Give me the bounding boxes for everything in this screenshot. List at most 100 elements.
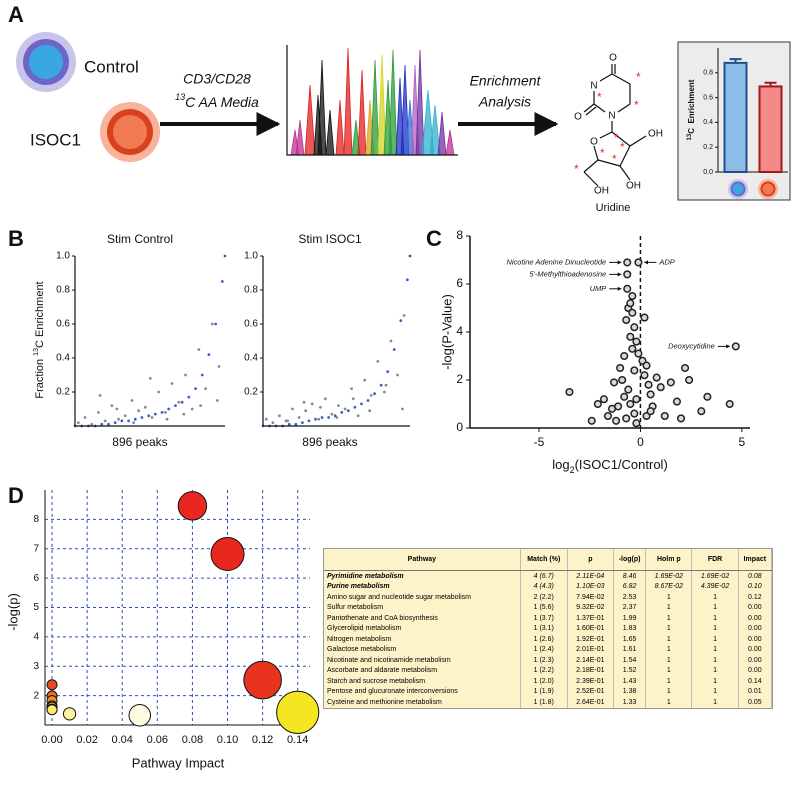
x-tick-label: 0.12 [252,734,273,746]
table-cell: 2.37 [613,602,647,613]
point [672,397,682,406]
point [130,399,134,402]
table-cell: Pantothenate and CoA biosynthesis [324,613,521,624]
table-cell: 1 [691,602,739,613]
point [652,373,661,382]
table-cell: 1 [691,644,739,655]
table-row: Pantothenate and CoA biosynthesis 1 (3.7)… [324,613,773,624]
point [383,390,386,394]
table-cell: 7.94E-02 [567,592,614,603]
table-cell: 1 [645,613,693,624]
table-cell: 1 (1.8) [520,697,568,708]
x-tick-label: -5 [534,435,545,449]
table-cell: 0.00 [738,655,773,666]
star: * [574,162,579,176]
point [278,414,281,418]
table-cell: 0.08 [738,570,773,582]
point [207,353,211,356]
inset-icons [728,179,778,199]
control-label: Control [84,57,139,76]
y-tick-label: 6 [33,573,39,584]
point [368,409,372,413]
table-cell: 2.18E-01 [567,665,614,676]
point [350,387,353,390]
label-markers: * * * * * * * * [574,70,641,176]
atom: O [609,53,617,64]
point [656,383,665,392]
point [660,411,669,421]
point [137,409,141,413]
table-cell: Galactose metabolism [324,644,521,655]
point [333,414,337,418]
x-tick-label: 0.00 [41,734,62,746]
point [100,422,104,426]
table-cell: 1.69E-02 [691,570,739,582]
point [565,387,574,397]
y-tick-label: 0.8 [56,285,70,296]
point [97,411,100,414]
table-cell: 1 [691,634,739,645]
chart-title: Stim ISOC1 [298,232,362,246]
y-tick-label: 1.0 [56,251,70,262]
table-cell: 1.99 [613,613,647,624]
table-cell: 1.54 [613,655,647,666]
point [320,416,324,419]
star: * [620,140,625,154]
isoc1-cell [100,102,160,162]
point [369,394,373,397]
point [620,351,629,361]
point [170,382,174,385]
point [384,383,388,387]
x-axis-label: Pathway Impact [132,755,225,770]
table-cell: 0.00 [738,613,773,624]
point [287,422,291,426]
bubble [46,679,58,691]
point [271,421,275,424]
point [103,419,107,423]
table-cell: 6.82 [613,581,647,592]
annotation: ADP [658,257,674,266]
point [319,405,322,409]
table-cell: 1 [645,665,693,676]
table-cell: 1.38 [613,686,647,697]
annotation: Nicotine Adenine Dinucleotide [506,257,606,266]
point [180,400,184,404]
table-cell: 0.00 [738,602,773,613]
error-bar [729,58,742,63]
point [640,313,649,322]
star: * [600,146,605,160]
table-cell: 1 (3.1) [520,623,568,634]
x-axis-label: 896 peaks [302,435,357,449]
point [351,397,355,401]
point [379,383,383,387]
table-cell: Starch and sucrose metabolism [324,676,521,687]
point [612,416,621,425]
table-cell: 1 [691,697,739,708]
point [120,419,124,423]
table-cell: 1 (2.6) [520,634,568,645]
table-row: Nicotinate and nicotinamide metabolism 1 … [324,655,773,666]
atom: O [590,137,598,148]
point [610,378,619,387]
point [628,291,637,301]
y-tick-label: 1.0 [244,251,258,262]
table-cell: Nicotinate and nicotinamide metabolism [324,655,521,666]
table-cell: 1 [691,613,739,624]
table-cell: 1 [645,602,693,613]
x-tick-label: 0 [637,435,644,449]
point [194,387,197,390]
bubble [177,491,208,521]
table-cell: Purine metabolism [324,581,521,592]
media-label: CD3/CD28 [183,71,251,87]
table-cell: 1 [645,676,693,687]
annotated-point [731,342,740,351]
point [182,412,186,416]
point [616,363,625,373]
point [622,315,631,325]
annotation: Deoxycytidine [668,341,715,350]
point [630,409,639,418]
x-tick-label: 5 [739,435,746,449]
table-row: Ascorbate and aldarate metabolism 1 (2.2)… [324,665,773,676]
point [697,407,706,416]
header-cell: p [567,549,614,571]
